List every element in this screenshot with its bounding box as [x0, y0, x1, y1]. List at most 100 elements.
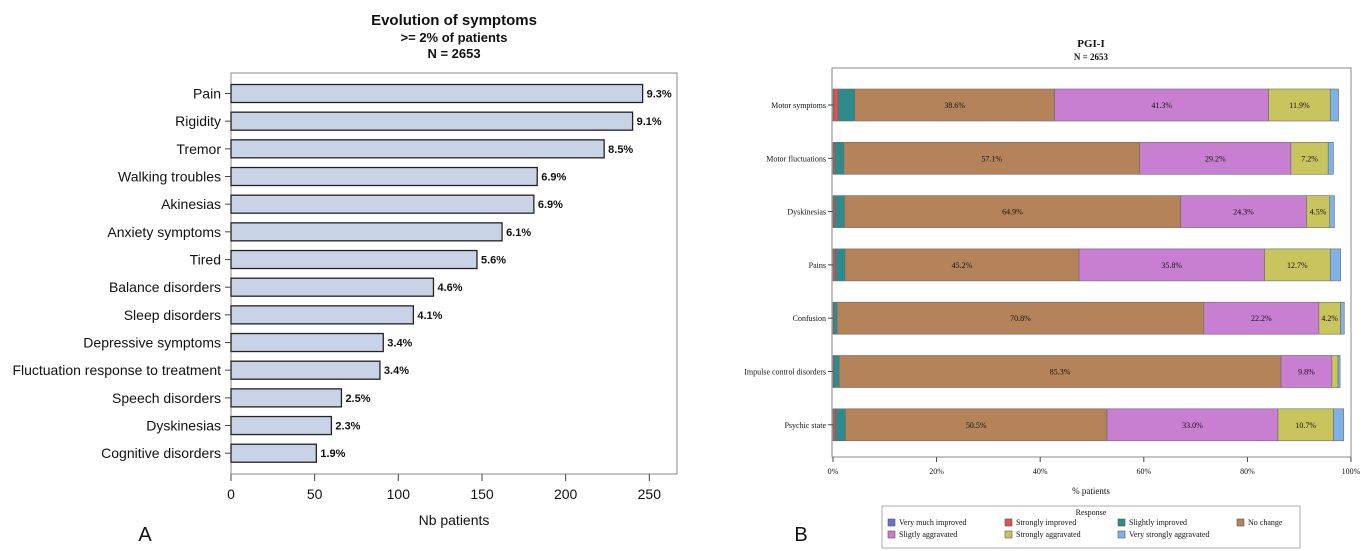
chart-b-segment	[1333, 408, 1345, 442]
chart-a-data-label: 1.9%	[320, 448, 345, 460]
chart-b-legend-swatch	[1004, 530, 1013, 539]
chart-a-category-label: Tired	[190, 252, 221, 268]
chart-b-data-label: 33.0%	[1182, 421, 1203, 430]
chart-b-legend-frame	[881, 505, 1301, 549]
chart-b-subtitle: N = 2653	[1074, 52, 1109, 62]
chart-b-segment	[838, 355, 1282, 388]
chart-b-data-label: 9.8%	[1298, 368, 1315, 377]
chart-b-data-label: 11.9%	[1289, 101, 1310, 110]
chart-a-data-label: 6.9%	[538, 199, 563, 211]
chart-b-data-label: 22.2%	[1251, 314, 1272, 323]
chart-a-category-label: Pain	[193, 86, 221, 102]
chart-b-segment	[844, 248, 1080, 282]
chart-b-segment	[1337, 355, 1341, 388]
chart-a-data-label: 6.1%	[506, 227, 531, 239]
chart-b-legend: Very much improved Strongly improved Sligh…	[887, 518, 1283, 539]
chart-b-legend-swatch	[887, 530, 896, 539]
chart-b-x-tick-label: 100%	[1342, 467, 1361, 476]
chart-b-data-label: 50.5%	[966, 421, 987, 430]
chart-a-bar	[230, 194, 535, 214]
chart-b-x-tick-label: 40%	[1033, 467, 1048, 476]
chart-b-data-label: 45.2%	[952, 261, 973, 270]
chart-b-segment	[1277, 408, 1334, 442]
chart-b-segment	[1268, 88, 1331, 122]
chart-b-data-label: 38.6%	[944, 101, 965, 110]
chart-a-data-label: 8.5%	[608, 144, 633, 156]
chart-b-segment	[834, 142, 845, 175]
chart-b-legend-swatch	[1236, 518, 1245, 527]
chart-b-legend-label: Strongly improved	[1016, 518, 1076, 527]
chart-b-segment	[836, 301, 1205, 335]
chart-b-legend-label: Strongly aggravated	[1016, 530, 1081, 539]
chart-b-x-tick-label: 20%	[929, 467, 944, 476]
chart-b-segment	[1329, 195, 1335, 228]
chart-b-segment	[1329, 88, 1339, 122]
chart-b-data-label: 70.8%	[1010, 314, 1031, 323]
panel-b: PGI-I N = 2653 38.6% 41.3% 11.9% Motor symp…	[744, 38, 1361, 549]
chart-b-data-label: 64.9%	[1002, 208, 1023, 217]
chart-b-data-label: 57.1%	[981, 154, 1002, 163]
chart-b-segment	[833, 355, 840, 388]
chart-a-category-label: Walking troubles	[118, 169, 221, 185]
chart-b-legend-swatch	[1117, 518, 1126, 527]
chart-a-x-tick-label: 0	[227, 486, 235, 502]
chart-b-data-label: 12.7%	[1287, 261, 1308, 270]
chart-b-segment	[833, 248, 836, 282]
chart-b-category-label: Impulse control disorders	[744, 368, 826, 377]
chart-a-bar	[230, 415, 333, 436]
chart-b-segment	[833, 88, 839, 122]
chart-a-category-label: Anxiety symptoms	[107, 224, 221, 240]
chart-b-segment	[845, 408, 1108, 442]
chart-b-data-label: 7.2%	[1301, 154, 1318, 163]
chart-b-legend-label: Very strongly aggravated	[1129, 530, 1209, 539]
chart-a-bar	[230, 166, 538, 187]
chart-b-segment	[1054, 88, 1269, 122]
chart-b-data-label: 4.5%	[1310, 208, 1327, 217]
chart-b-x-label: % patients	[1072, 486, 1110, 496]
panel-a-letter: A	[138, 524, 152, 546]
chart-a-subtitle: >= 2% of patients	[401, 30, 508, 45]
chart-b-data-label: 29.2%	[1205, 154, 1226, 163]
chart-a-plot-frame	[230, 72, 678, 475]
chart-b-segment	[1078, 248, 1265, 282]
chart-a-bar	[230, 388, 343, 408]
chart-a-category-label: Akinesias	[161, 196, 221, 212]
chart-b-segment	[1280, 355, 1333, 388]
chart-a-category-label: Balance disorders	[109, 279, 221, 295]
chart-a-bar	[230, 305, 415, 325]
chart-b-category-label: Motor symptoms	[771, 101, 826, 110]
chart-a-x-tick-label: 200	[554, 486, 578, 502]
chart-b-x-tick-label: 0%	[828, 467, 839, 476]
chart-a-bar	[230, 443, 317, 463]
chart-a-x-tick-label: 150	[470, 486, 494, 502]
chart-a-bar	[230, 332, 384, 353]
chart-b-segment	[1329, 248, 1341, 282]
chart-b-legend-title: Response	[1076, 508, 1107, 517]
chart-a-data-label: 4.1%	[417, 310, 442, 322]
chart-b-segment	[844, 195, 1181, 228]
chart-b-category-label: Confusion	[793, 314, 826, 323]
chart-b-legend-swatch	[1004, 518, 1013, 527]
chart-b-segment	[1139, 142, 1292, 175]
chart-b-segment	[833, 408, 836, 442]
chart-b-data-label: 24.3%	[1233, 208, 1254, 217]
chart-a-category-label: Speech disorders	[112, 390, 221, 406]
chart-a-category-label: Tremor	[176, 141, 221, 157]
chart-a-data-label: 2.3%	[335, 421, 360, 433]
chart-a-bar	[230, 139, 605, 159]
chart-b-legend-label: Very much improved	[899, 518, 967, 527]
chart-a-bar	[230, 249, 478, 270]
chart-a-data-label: 9.3%	[647, 89, 672, 101]
chart-a-x-axis: 0 50 100 150 200 250	[227, 474, 661, 502]
chart-a-bar	[230, 83, 644, 104]
chart-b-data-label: 10.7%	[1295, 421, 1316, 430]
chart-a-data-label: 6.9%	[541, 172, 566, 184]
chart-b-data-label: 4.2%	[1321, 314, 1338, 323]
chart-b-segment	[1327, 142, 1334, 175]
chart-b-x-tick-label: 60%	[1136, 467, 1151, 476]
chart-b-legend-label: No change	[1248, 518, 1283, 527]
chart-b-category-label: Motor fluctuations	[766, 154, 826, 163]
chart-a-data-label: 3.4%	[384, 365, 409, 377]
